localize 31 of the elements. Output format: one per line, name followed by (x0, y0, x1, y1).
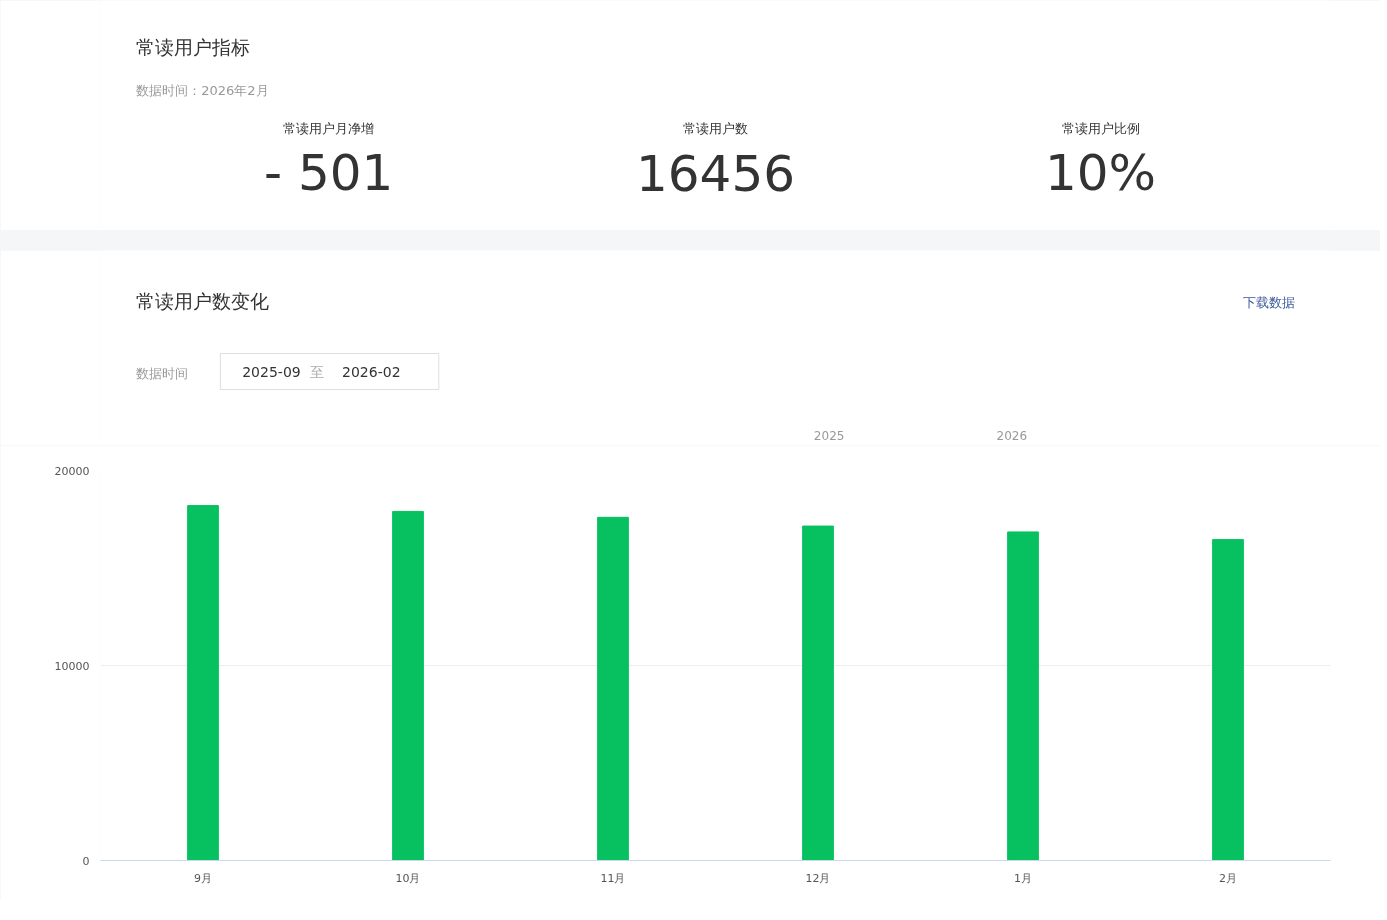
bar (392, 510, 424, 861)
x-tick-label: 11月 (600, 871, 626, 885)
x-tick-label: 10月 (395, 871, 421, 885)
bar (597, 516, 629, 861)
text: 数据时间：2026年2月 (136, 83, 269, 98)
bar (187, 505, 219, 861)
text: 10% (1044, 143, 1157, 202)
y-tick-label: 0 (82, 854, 90, 868)
text: 下载数据 (1242, 295, 1295, 310)
text: 常读用户指标 (136, 35, 251, 58)
text: 2025-09 (242, 363, 301, 380)
text: 常读用户月净增 (283, 121, 375, 136)
text: - 501 (263, 143, 394, 202)
text: 常读用户数 (683, 121, 748, 136)
y-tick-label: 10000 (54, 659, 90, 673)
bar (1212, 539, 1244, 861)
text: 2026-02 (342, 363, 401, 380)
text: 数据时间 (136, 366, 189, 381)
x-tick-label: 1月 (1014, 871, 1032, 885)
text: 2026 (996, 429, 1028, 443)
x-tick-label: 9月 (194, 871, 212, 885)
text: 常读用户比例 (1061, 121, 1140, 136)
text: 16456 (635, 144, 796, 203)
bar (1007, 531, 1039, 861)
bar (802, 525, 834, 861)
text: 至 (310, 363, 325, 380)
x-tick-label: 12月 (805, 871, 831, 885)
text: 2025 (813, 429, 845, 443)
y-tick-label: 20000 (54, 464, 90, 478)
chart-title: 常读用户数变化 (136, 289, 270, 312)
x-tick-label: 2月 (1219, 871, 1237, 885)
